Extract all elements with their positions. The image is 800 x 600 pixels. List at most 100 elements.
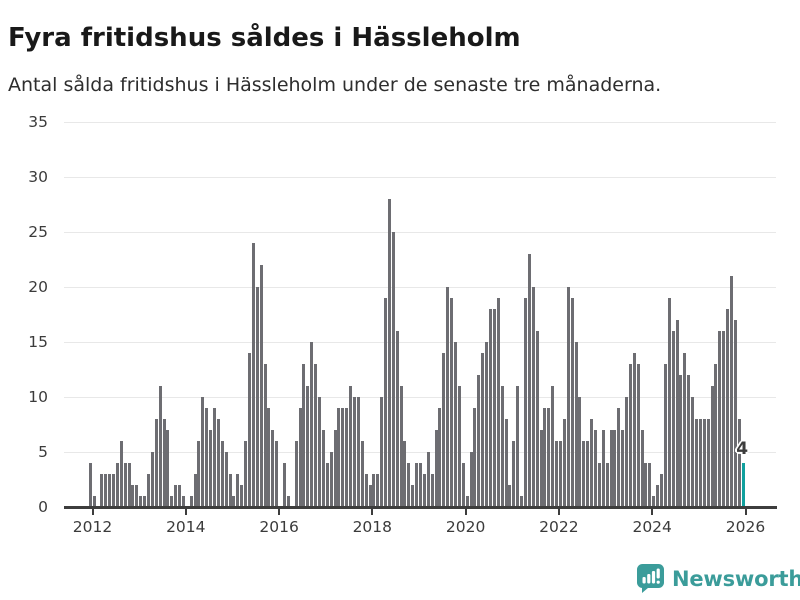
bar: [671, 331, 675, 507]
bar: [104, 474, 108, 507]
bar: [570, 298, 574, 507]
bar: [306, 386, 310, 507]
bar: [263, 364, 267, 507]
bar: [356, 397, 360, 507]
bar: [555, 441, 559, 507]
gridline: [64, 232, 776, 233]
bar: [446, 287, 450, 507]
bar: [321, 430, 325, 507]
bar: [150, 452, 154, 507]
bar: [139, 496, 143, 507]
x-tick-label: 2024: [632, 518, 672, 536]
bar: [516, 386, 520, 507]
bar: [387, 199, 391, 507]
bar: [457, 386, 461, 507]
x-axis-tick: [557, 508, 560, 515]
bar: [461, 463, 465, 507]
bar: [714, 364, 718, 507]
bar: [224, 452, 228, 507]
gridline: [64, 177, 776, 178]
bar: [562, 419, 566, 507]
bar: [271, 430, 275, 507]
bar: [527, 254, 531, 507]
bar: [450, 298, 454, 507]
bar: [597, 463, 601, 507]
bar: [337, 408, 341, 507]
bar: [411, 485, 415, 507]
bar: [539, 430, 543, 507]
bar: [255, 287, 259, 507]
bar: [601, 430, 605, 507]
bar: [415, 463, 419, 507]
bar: [376, 474, 380, 507]
bar: [325, 463, 329, 507]
bar: [111, 474, 115, 507]
bar: [108, 474, 112, 507]
bar: [380, 397, 384, 507]
bar: [201, 397, 205, 507]
bar: [454, 342, 458, 507]
bar: [702, 419, 706, 507]
bar: [656, 485, 660, 507]
bar: [687, 375, 691, 507]
bar: [500, 386, 504, 507]
x-axis-tick: [371, 508, 374, 515]
bar: [162, 419, 166, 507]
bar: [228, 474, 232, 507]
bar: [403, 441, 407, 507]
bar: [119, 441, 123, 507]
bar: [275, 441, 279, 507]
bar: [621, 430, 625, 507]
bar: [333, 430, 337, 507]
bar: [384, 298, 388, 507]
y-tick-label: 20: [28, 278, 48, 296]
bar: [625, 397, 629, 507]
bar: [216, 419, 220, 507]
page-subtitle: Antal sålda fritidshus i Hässleholm unde…: [8, 74, 662, 96]
bar: [127, 463, 131, 507]
bar: [644, 463, 648, 507]
bar: [143, 496, 147, 507]
bar: [205, 408, 209, 507]
bar: [660, 474, 664, 507]
y-tick-label: 10: [28, 388, 48, 406]
bar: [722, 331, 726, 507]
bar: [733, 320, 737, 507]
bar: [407, 463, 411, 507]
bar: [426, 452, 430, 507]
bar: [88, 463, 92, 507]
bar: [636, 364, 640, 507]
x-tick-label: 2022: [539, 518, 579, 536]
bar: [170, 496, 174, 507]
y-tick-label: 30: [28, 168, 48, 186]
bar: [632, 353, 636, 507]
gridline: [64, 122, 776, 123]
x-axis-tick: [278, 508, 281, 515]
y-tick-label: 0: [38, 498, 48, 516]
bar: [244, 441, 248, 507]
bar: [166, 430, 170, 507]
bar: [485, 342, 489, 507]
bar: [547, 408, 551, 507]
bar: [352, 397, 356, 507]
bar: [131, 485, 135, 507]
bar: [345, 408, 349, 507]
bar: [298, 408, 302, 507]
bar: [314, 364, 318, 507]
bar: [574, 342, 578, 507]
bar: [259, 265, 263, 507]
bar: [481, 353, 485, 507]
x-axis-tick: [91, 508, 94, 515]
bar: [706, 419, 710, 507]
bar: [710, 386, 714, 507]
bar: [158, 386, 162, 507]
bar: [737, 419, 741, 507]
bar: [100, 474, 104, 507]
y-tick-label: 35: [28, 113, 48, 131]
bar: [477, 375, 481, 507]
bar: [726, 309, 730, 507]
bar: [115, 463, 119, 507]
y-tick-label: 5: [38, 443, 48, 461]
bar: [609, 430, 613, 507]
bar: [543, 408, 547, 507]
